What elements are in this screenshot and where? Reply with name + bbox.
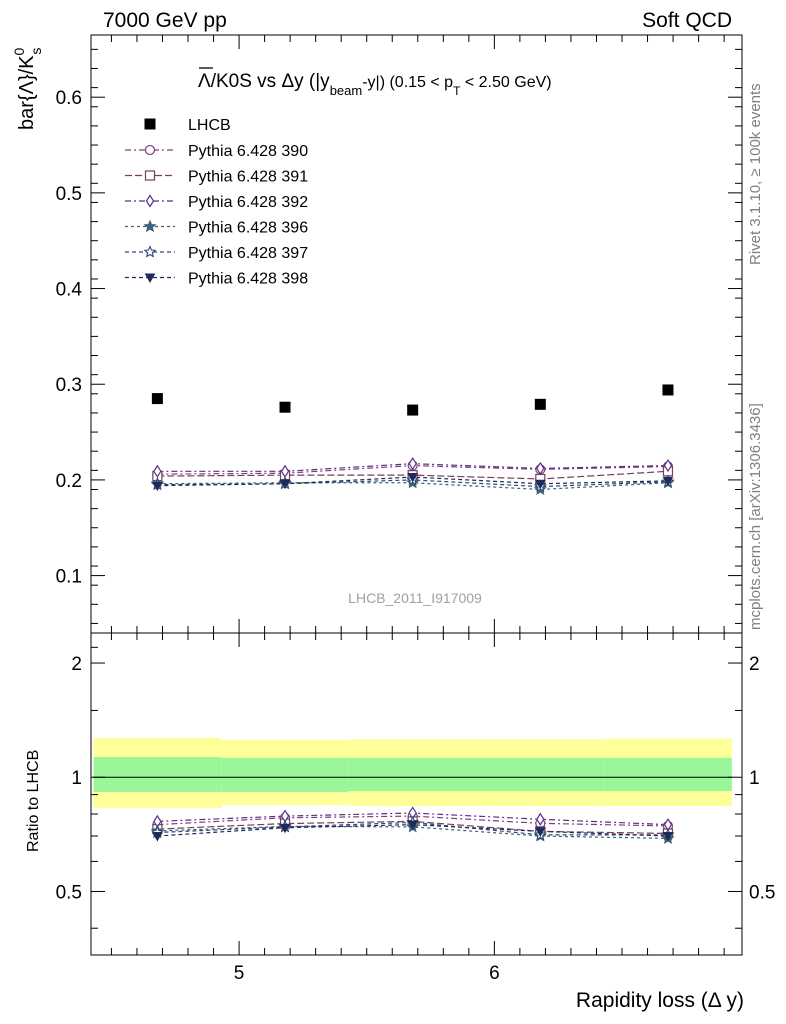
main-plot-axes: 0.1 0.2 0.3 0.4 0.5 0.6 xyxy=(56,35,742,633)
mc-point-5 xyxy=(407,473,419,483)
mc-point-5 xyxy=(534,479,546,490)
data-point xyxy=(534,398,546,410)
legend-data-label: LHCB xyxy=(188,117,231,134)
y-tick-label: 0.5 xyxy=(56,184,82,205)
title-sub-t: T xyxy=(453,84,461,98)
uncertainty-band-inner xyxy=(221,757,349,792)
ratio-y-tick-label: 0.5 xyxy=(56,882,82,903)
legend-marker-1 xyxy=(144,170,156,181)
main-plot-content xyxy=(150,384,675,496)
mc-point-2 xyxy=(536,461,545,476)
mc-point-2 xyxy=(663,458,673,473)
data-point xyxy=(662,384,674,396)
legend-data-marker xyxy=(144,118,156,130)
ratio-point-5 xyxy=(152,832,163,842)
ratio-y-axis-label: Ratio to LHCB xyxy=(25,750,42,852)
ratio-y-tick-label-right: 0.5 xyxy=(749,882,775,903)
header-process-label: Soft QCD xyxy=(642,9,732,32)
ratio-point-5 xyxy=(662,832,674,842)
mc-point-5 xyxy=(662,476,674,487)
data-point xyxy=(407,404,419,416)
legend-label-1: Pythia 6.428 391 xyxy=(188,169,308,186)
y-tick-label: 0.2 xyxy=(56,471,82,492)
title-mid: -y|) (0.15 < p xyxy=(362,74,453,91)
source-label: mcplots.cern.ch [arXiv:1306.3436] xyxy=(747,403,764,630)
uncertainty-band-inner xyxy=(348,757,477,791)
mc-point-2 xyxy=(153,464,162,478)
plot-title: Λ/K0S vs Δy (|ybeam-y|) (0.15 < pT < 2.5… xyxy=(198,71,552,98)
main-y-axis-label: bar{Λ}/K0s xyxy=(11,47,44,130)
legend-marker-4 xyxy=(143,245,157,258)
main-plot-panel: 0.1 0.2 0.3 0.4 0.5 0.6 Λ/K0S vs Δy (|ybeam-y… xyxy=(11,34,743,634)
mc-point-2 xyxy=(408,457,417,471)
legend-label-5: Pythia 6.428 398 xyxy=(188,271,308,288)
ratio-y-tick-label-right: 1 xyxy=(749,768,760,789)
ratio-y-tick-label-right: 2 xyxy=(749,654,760,675)
uncertainty-band-inner xyxy=(604,757,732,791)
title-tail: < 2.50 GeV) xyxy=(460,74,551,91)
ratio-plot-frame xyxy=(90,632,743,956)
ylabel-sub: s xyxy=(28,48,44,55)
ratio-point-2 xyxy=(536,812,545,826)
ratio-plot-content xyxy=(93,737,732,845)
ratio-plot-axes: 0.5 0.5 1 1 2 2 5 6 xyxy=(56,633,775,984)
ratio-plot-panel: 0.5 0.5 1 1 2 2 5 6 Ratio to LHCB Rapidity loss… xyxy=(25,632,775,1012)
legend-marker-2 xyxy=(145,194,155,208)
ylabel-main: bar{Λ}/K xyxy=(16,55,38,130)
ratio-y-tick-label: 1 xyxy=(71,768,82,789)
y-tick-label: 0.6 xyxy=(56,88,82,109)
ratio-point-5 xyxy=(534,827,546,837)
legend: LHCB Pythia 6.428 390 Pythia 6.428 391 Pyth… xyxy=(125,117,308,288)
ylabel-sup: 0 xyxy=(11,47,27,55)
analysis-id-label: LHCB_2011_I917009 xyxy=(348,590,482,606)
x-tick-label: 5 xyxy=(234,963,245,984)
legend-marker-0 xyxy=(144,144,156,156)
y-tick-label: 0.1 xyxy=(56,567,82,588)
y-tick-label: 0.3 xyxy=(56,375,82,396)
x-tick-label: 6 xyxy=(489,963,500,984)
title-sub-beam: beam xyxy=(330,83,363,98)
ratio-point-5 xyxy=(407,820,419,831)
title-lead: Λ/K0S vs Δy (|y xyxy=(198,71,330,92)
rivet-version-label: Rivet 3.1.10, ≥ 100k events xyxy=(747,83,764,265)
legend-label-2: Pythia 6.428 392 xyxy=(188,194,308,211)
x-axis-label: Rapidity loss (Δ y) xyxy=(576,989,744,1012)
ratio-line-3 xyxy=(157,825,668,839)
legend-marker-5 xyxy=(144,273,156,284)
legend-label-0: Pythia 6.428 390 xyxy=(188,143,308,160)
mc-point-5 xyxy=(279,479,291,490)
ratio-y-tick-label: 2 xyxy=(71,654,82,675)
legend-marker-3 xyxy=(143,219,157,233)
data-point xyxy=(279,401,291,413)
mc-line-3 xyxy=(157,482,668,491)
data-point xyxy=(151,393,163,405)
ratio-point-5 xyxy=(279,823,291,834)
uncertainty-band-inner xyxy=(93,757,222,792)
legend-label-4: Pythia 6.428 397 xyxy=(188,245,308,262)
header-energy-label: 7000 GeV pp xyxy=(103,9,227,32)
legend-label-3: Pythia 6.428 396 xyxy=(188,220,308,237)
y-tick-label: 0.4 xyxy=(56,280,83,301)
uncertainty-band-inner xyxy=(476,757,605,791)
mc-point-5 xyxy=(152,481,163,492)
